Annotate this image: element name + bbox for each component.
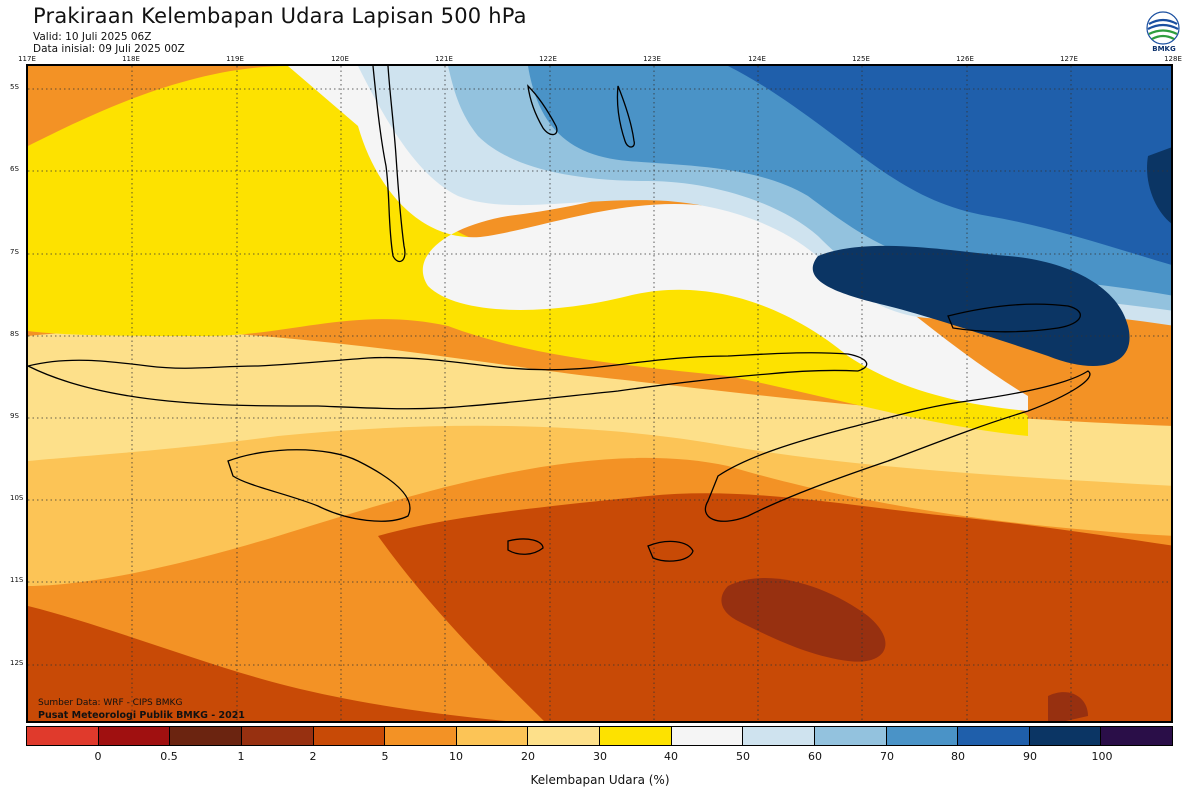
lat-tick-9s: 9S <box>10 412 19 420</box>
lat-tick-7s: 7S <box>10 248 19 256</box>
colorbar-label: 20 <box>521 750 535 763</box>
lat-tick-6s: 6S <box>10 165 19 173</box>
colorbar-label: 30 <box>593 750 607 763</box>
colorbar-label: 50 <box>736 750 750 763</box>
colorbar-label: 70 <box>880 750 894 763</box>
lon-tick-122: 122E <box>539 55 557 63</box>
source-note: Sumber Data: WRF - CIPS BMKG <box>38 698 183 708</box>
colorbar-swatch <box>528 727 600 745</box>
map-overlay <box>28 66 1171 721</box>
lon-tick-120: 120E <box>331 55 349 63</box>
lat-tick-8s: 8S <box>10 330 19 338</box>
colorbar-label: 10 <box>449 750 463 763</box>
colorbar-label: 60 <box>808 750 822 763</box>
valid-time: Valid: 10 Juli 2025 06Z <box>33 31 152 43</box>
colorbar-label: 1 <box>237 750 245 763</box>
colorbar-label: 90 <box>1023 750 1037 763</box>
colorbar-swatch <box>241 727 314 745</box>
colorbar-title: Kelembapan Udara (%) <box>530 773 670 787</box>
colorbar-swatch <box>313 727 386 745</box>
lat-tick-5s: 5S <box>10 83 19 91</box>
colorbar-label: 0.5 <box>160 750 178 763</box>
lon-tick-126: 126E <box>956 55 974 63</box>
lat-tick-12s: 12S <box>10 659 24 667</box>
bmkg-logo-icon <box>1146 11 1180 45</box>
lon-tick-117: 117E <box>18 55 36 63</box>
lat-tick-11s: 11S <box>10 576 24 584</box>
producer-note: Pusat Meteorologi Publik BMKG - 2021 <box>38 710 245 721</box>
lon-tick-121: 121E <box>435 55 453 63</box>
colorbar-swatch <box>1029 727 1102 745</box>
lon-tick-119: 119E <box>226 55 244 63</box>
colorbar-swatch <box>600 727 672 745</box>
colorbar-swatch <box>886 727 959 745</box>
lon-tick-125: 125E <box>852 55 870 63</box>
logo-text: BMKG <box>1152 45 1176 53</box>
initial-data-time: Data inisial: 09 Juli 2025 00Z <box>33 43 185 55</box>
colorbar-swatch <box>1101 727 1172 745</box>
lon-tick-118: 118E <box>122 55 140 63</box>
colorbar-swatch <box>814 727 887 745</box>
colorbar-label: 2 <box>309 750 317 763</box>
colorbar-label: 100 <box>1091 750 1113 763</box>
colorbar-swatch <box>456 727 529 745</box>
lon-tick-124: 124E <box>748 55 766 63</box>
lon-tick-127: 127E <box>1060 55 1078 63</box>
coastlines <box>28 66 1091 562</box>
colorbar-label: 0 <box>94 750 102 763</box>
colorbar-label: 5 <box>381 750 389 763</box>
colorbar-swatch <box>743 727 815 745</box>
lat-tick-10s: 10S <box>10 494 24 502</box>
map-title: Prakiraan Kelembapan Udara Lapisan 500 h… <box>33 4 527 28</box>
gridlines <box>28 66 1171 721</box>
colorbar-swatch <box>958 727 1030 745</box>
colorbar-swatch <box>27 727 99 745</box>
colorbar-swatch <box>385 727 457 745</box>
colorbar-swatch <box>671 727 744 745</box>
colorbar-label: 40 <box>664 750 678 763</box>
lon-tick-123: 123E <box>643 55 661 63</box>
colorbar-label: 80 <box>951 750 965 763</box>
colorbar <box>26 726 1173 746</box>
colorbar-swatch <box>170 727 242 745</box>
humidity-field <box>28 66 1171 721</box>
lon-tick-128: 128E <box>1164 55 1182 63</box>
humidity-map <box>26 64 1173 723</box>
colorbar-swatch <box>98 727 171 745</box>
